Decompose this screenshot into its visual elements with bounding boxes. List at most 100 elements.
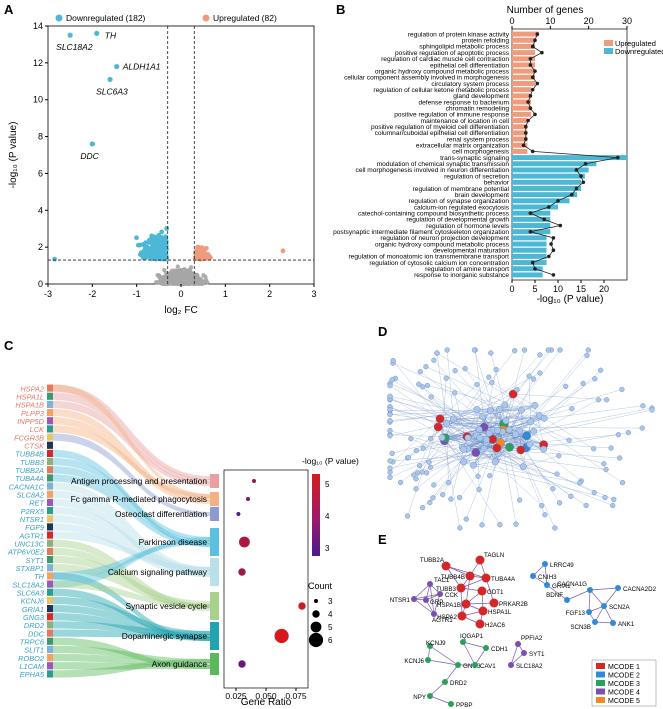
bottom-tick-label: 10 — [553, 284, 563, 294]
gene-label: UNC13C — [14, 540, 44, 549]
network-nodes — [387, 347, 655, 531]
pvalue-point — [574, 168, 579, 172]
network-node — [517, 497, 523, 503]
network-node — [428, 436, 434, 442]
down-point — [157, 243, 163, 249]
panel-letter-c: C — [4, 338, 14, 353]
go-term-label: regulation of synapse organization — [409, 198, 510, 205]
go-bar — [512, 272, 543, 278]
dotplot-x-ticks: 0.025 0.050 0.075 — [225, 688, 307, 701]
dotplot-x-tick-label: 0.050 — [255, 691, 277, 701]
sankey-ribbon — [53, 425, 210, 498]
mcode-node-label: H2AC6 — [485, 622, 506, 629]
panel-letter-d: D — [378, 324, 387, 339]
legend-up-swatch — [604, 40, 613, 46]
go-term-label: extracellular matrix organization — [416, 143, 509, 150]
sankey-ribbon — [53, 539, 210, 608]
ns-point — [195, 272, 200, 278]
sankey-ribbon — [53, 637, 210, 669]
mcode-edge — [444, 664, 459, 683]
network-node — [488, 350, 494, 356]
downregulated-points — [52, 226, 170, 262]
go-term-label: positive regulation of immune response — [394, 112, 509, 119]
sankey-ribbon — [53, 482, 210, 571]
network-node — [591, 489, 597, 496]
pvalue-point — [547, 205, 551, 209]
network-node — [456, 494, 463, 501]
network-edge — [474, 349, 501, 431]
go-term-label: positive regulation of apoptotic process — [395, 50, 510, 57]
dotplot-points — [236, 479, 306, 668]
network-node — [639, 425, 645, 431]
gene-color-bar — [47, 474, 53, 482]
gene-label: TUBB3 — [20, 458, 45, 467]
network-node — [617, 455, 623, 461]
color-legend-tick-3: 3 — [325, 544, 330, 553]
pvalue-point — [526, 100, 530, 104]
pathway-labels: Antigen processing and presentation Fc ga… — [71, 476, 208, 669]
x-ticks: -3 -2 -1 0 1 2 3 — [44, 284, 317, 299]
mcode-node-label: GRP — [430, 599, 443, 606]
pathway-color-bar — [210, 492, 219, 506]
go-term-label: regulation of cellular ketone metabolic … — [373, 87, 509, 94]
network-node — [424, 382, 431, 389]
go-bar — [512, 81, 535, 86]
network-edge — [467, 437, 614, 500]
network-node — [426, 459, 432, 465]
gene-labels: TH SLC18A2 ALDH1A1 SLC6A3 DDC — [56, 30, 161, 161]
network-edge — [436, 353, 447, 424]
ns-point — [176, 271, 182, 276]
pathway-dot — [236, 512, 241, 516]
network-node — [566, 437, 572, 443]
down-point — [155, 233, 161, 239]
mcode-edge — [603, 605, 614, 624]
network-edge — [450, 449, 464, 500]
gene-label: STXBP1 — [16, 564, 44, 573]
go-bar — [512, 124, 528, 130]
mcode-node — [456, 583, 466, 593]
mcode-edge — [544, 563, 548, 586]
go-term-label: regulation of cytosolic calcium ion conc… — [369, 260, 509, 267]
pathway-dot — [252, 479, 256, 483]
mcode-node — [461, 599, 471, 609]
mcode-node-label: HSPA1L — [488, 609, 512, 616]
mcode-node — [587, 587, 593, 593]
x-axis-label: log₂ FC — [164, 305, 197, 316]
sankey-ribbon — [53, 645, 210, 663]
mcode-node — [475, 555, 485, 565]
network-edge — [473, 349, 561, 466]
color-legend-bar — [312, 474, 320, 556]
top-tick-label: 10 — [545, 16, 555, 26]
gene-labels: HSPA2HSPA1LHSPA1BPLPP3INPP5DLCKFCGR3BCTS… — [7, 384, 45, 679]
sankey-ribbon — [53, 384, 210, 480]
go-term-label: organic hydroxy compound metabolic proce… — [375, 241, 510, 248]
mcode-node-label: CCK — [445, 592, 459, 599]
mcode-edge — [433, 593, 441, 615]
network-edge — [459, 447, 498, 498]
x-tick-label: 3 — [311, 289, 316, 299]
network-node — [539, 503, 545, 509]
network-edge — [473, 465, 606, 498]
go-bar — [512, 56, 535, 62]
go-bar — [512, 253, 547, 259]
panel-letter-b: B — [336, 2, 345, 17]
pvalue-point — [616, 155, 620, 160]
mcode-node — [542, 561, 548, 567]
network-node — [480, 445, 488, 452]
gene-label: LCK — [30, 425, 45, 434]
gene-color-bar — [47, 409, 53, 417]
legend-swatch — [596, 663, 605, 669]
mcode-node — [530, 573, 536, 579]
network-node — [448, 496, 454, 502]
network-edge — [473, 461, 496, 466]
gene-color-bar — [47, 441, 53, 449]
sankey-ribbon — [53, 523, 210, 577]
sankey-ribbon — [53, 629, 210, 638]
pvalue-point — [530, 44, 535, 49]
mcode-node — [442, 679, 448, 685]
network-edge — [418, 384, 480, 430]
mcode-edge — [462, 641, 476, 666]
mcode-node-label: TUBB3 — [436, 586, 457, 593]
